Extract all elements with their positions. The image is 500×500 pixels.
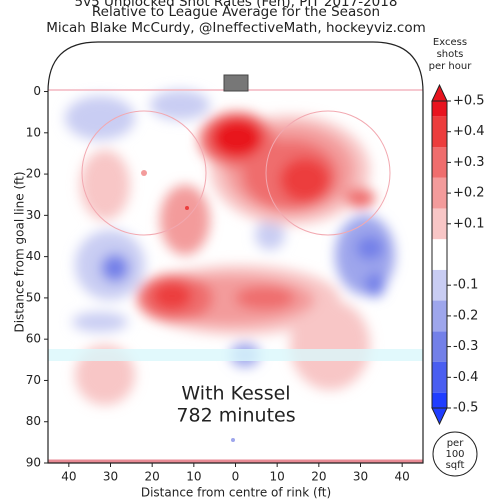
heat	[48, 42, 423, 463]
colorbar-band	[432, 208, 447, 240]
colorbar-band	[432, 239, 447, 270]
colorbar-band	[432, 361, 447, 393]
colorbar-band	[432, 331, 447, 362]
colorbar-band	[432, 116, 447, 148]
colorbar-tick-label: +0.5	[453, 94, 485, 109]
y-tick-label: 90	[26, 456, 41, 470]
x-tick-label: 20	[145, 470, 160, 484]
colorbar-arrow	[431, 83, 448, 102]
rink-border	[47, 41, 424, 464]
x-tick-label: 10	[270, 470, 285, 484]
x-tick-label: 30	[353, 470, 368, 484]
colorbar-title: shots	[437, 49, 464, 60]
colorbar-tick-label: +0.2	[453, 186, 485, 201]
colorbar-tick-label: -0.5	[453, 401, 478, 416]
unit-badge	[432, 431, 478, 477]
y-tick-label: 40	[26, 249, 41, 263]
faceoff-dot	[141, 170, 147, 176]
contours	[65, 90, 395, 405]
y-tick-label: 60	[26, 332, 41, 346]
unit-note: sqft	[446, 460, 465, 471]
y-tick-label: 30	[26, 208, 41, 222]
annotation: With Kessel	[181, 383, 290, 405]
y-tick-label: 0	[33, 84, 41, 98]
colorbar-band	[432, 147, 447, 178]
x-axis-label: Distance from centre of rink (ft)	[141, 486, 331, 500]
colorbar-tick-label: -0.1	[453, 278, 478, 293]
colorbar-title: Excess	[433, 37, 467, 48]
colorbar-band	[432, 300, 447, 332]
x-tick-label: 10	[186, 470, 201, 484]
colorbar-tick-label: -0.3	[453, 339, 478, 354]
x-tick-label: 20	[311, 470, 326, 484]
credit: Micah Blake McCurdy, @IneffectiveMath, h…	[46, 20, 426, 36]
colorbar-band	[432, 392, 447, 408]
dot	[231, 438, 235, 442]
colorbar-title: per hour	[429, 61, 473, 72]
colorbar-arrow	[431, 407, 448, 426]
y-tick-label: 10	[26, 125, 41, 139]
x-tick-label: 40	[395, 470, 410, 484]
y-tick-label: 80	[26, 414, 41, 428]
colorbar-band	[432, 177, 447, 209]
unit-note: 100	[445, 449, 464, 460]
blue-line	[48, 349, 423, 361]
faceoff-circle	[81, 110, 207, 236]
y-tick-label: 70	[26, 373, 41, 387]
colorbar-tick-label: -0.4	[453, 370, 478, 385]
y-axis-label: Distance from goal line (ft)	[13, 171, 27, 332]
colorbar-band	[432, 101, 447, 117]
x-tick-label: 30	[103, 470, 118, 484]
colorbar-tick-label: +0.4	[453, 124, 485, 139]
colorbar-tick-label: -0.2	[453, 308, 478, 323]
x-tick-label: 0	[232, 470, 240, 484]
title: 5v5 Unblocked Shot Rates (Fen), PIT 2017…	[75, 0, 398, 10]
annotation: 782 minutes	[176, 405, 295, 427]
colorbar-tick-label: +0.1	[453, 216, 485, 231]
unit-note: per	[447, 438, 465, 449]
subtitle: Relative to League Average for the Seaso…	[92, 4, 380, 20]
colorbar-frame	[431, 100, 448, 409]
colorbar-tick-label: +0.3	[453, 155, 485, 170]
y-tick-label: 20	[26, 167, 41, 181]
faceoff-dot	[185, 206, 189, 210]
faceoff-circle	[265, 110, 391, 236]
y-tick-label: 50	[26, 290, 41, 304]
net	[223, 74, 249, 92]
colorbar-band	[432, 269, 447, 301]
x-tick-label: 40	[61, 470, 76, 484]
